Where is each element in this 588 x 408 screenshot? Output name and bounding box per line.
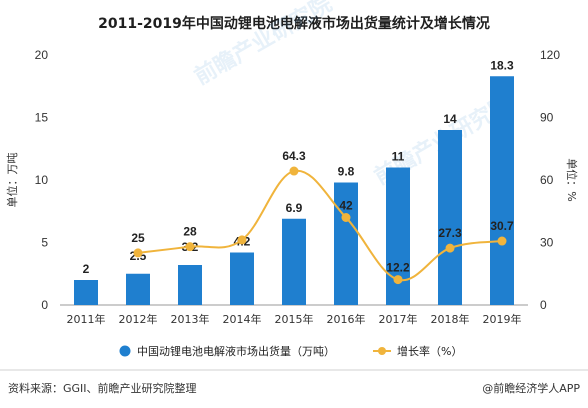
line-label-2: 28 <box>183 225 197 239</box>
chart-title: 2011-2019年中国动锂电池电解液市场出货量统计及增长情况 <box>98 15 490 32</box>
legend-line-marker <box>378 347 386 355</box>
bar-label-6: 11 <box>392 150 405 164</box>
bar-label-7: 14 <box>443 112 457 126</box>
bar-label-5: 9.8 <box>338 165 355 179</box>
right-axis-label: 单位：% <box>565 158 579 201</box>
bar-5 <box>334 182 358 305</box>
growth-point-4 <box>289 166 299 176</box>
x-tick-1: 2012年 <box>119 312 158 326</box>
right-tick-60: 60 <box>540 173 554 187</box>
growth-point-1 <box>133 248 143 258</box>
bar-4 <box>282 218 306 305</box>
line-label-8: 30.7 <box>490 219 514 233</box>
x-tick-6: 2017年 <box>379 312 418 326</box>
growth-point-3 <box>237 235 247 245</box>
growth-line <box>137 169 503 282</box>
growth-point-2 <box>185 242 195 252</box>
line-label-6: 12.2 <box>386 261 410 275</box>
left-tick-10: 10 <box>35 173 49 187</box>
right-y-axis: 0 30 60 90 120 <box>540 48 560 312</box>
footer-source: 资料来源：GGII、前瞻产业研究院整理 <box>8 381 197 395</box>
right-tick-90: 90 <box>540 111 554 125</box>
bar-3 <box>230 252 254 305</box>
left-y-axis: 0 5 10 15 20 <box>35 48 49 312</box>
legend-bar-label: 中国动锂电池电解液市场出货量（万吨） <box>137 344 335 358</box>
left-tick-0: 0 <box>41 298 48 312</box>
bar-8 <box>490 76 514 305</box>
bar-7 <box>438 130 462 305</box>
legend-bar-swatch <box>119 345 131 357</box>
footer-brand: @前瞻经济学人APP <box>482 381 580 395</box>
left-axis-label: 单位：万吨 <box>5 153 19 208</box>
right-tick-30: 30 <box>540 236 554 250</box>
right-tick-120: 120 <box>540 48 560 62</box>
line-label-7: 27.3 <box>438 226 462 240</box>
left-tick-15: 15 <box>35 111 49 125</box>
line-series: 25 28 64.3 42 12.2 27.3 30.7 <box>131 149 514 285</box>
bar-2 <box>178 265 202 305</box>
bar-label-8: 18.3 <box>490 58 514 72</box>
x-tick-7: 2018年 <box>431 312 470 326</box>
legend: 中国动锂电池电解液市场出货量（万吨） 增长率（%） <box>119 344 462 358</box>
x-tick-2: 2013年 <box>171 312 210 326</box>
growth-point-5 <box>341 213 351 222</box>
x-tick-8: 2019年 <box>483 312 522 326</box>
bar-0 <box>74 280 98 305</box>
x-tick-4: 2015年 <box>275 312 314 326</box>
x-tick-5: 2016年 <box>327 312 366 326</box>
bar-label-4: 6.9 <box>286 201 303 215</box>
growth-point-7 <box>445 243 455 253</box>
bar-1 <box>126 273 150 305</box>
line-label-4: 64.3 <box>282 149 306 163</box>
left-tick-20: 20 <box>35 48 49 62</box>
bar-label-0: 2 <box>83 262 90 276</box>
left-tick-5: 5 <box>41 236 48 250</box>
x-tick-0: 2011年 <box>67 312 106 326</box>
right-tick-0: 0 <box>540 298 547 312</box>
x-tick-3: 2014年 <box>223 312 262 326</box>
growth-point-8 <box>497 236 507 246</box>
growth-point-6 <box>393 275 403 285</box>
x-axis-ticks: 2011年 2012年 2013年 2014年 2015年 2016年 2017年 2018年… <box>67 312 522 326</box>
line-label-5: 42 <box>339 199 353 213</box>
line-label-1: 25 <box>131 231 145 245</box>
bar-6 <box>386 167 410 305</box>
watermark-text-1: 前瞻产业研究院 <box>190 0 336 90</box>
legend-line-label: 增长率（%） <box>397 344 462 358</box>
